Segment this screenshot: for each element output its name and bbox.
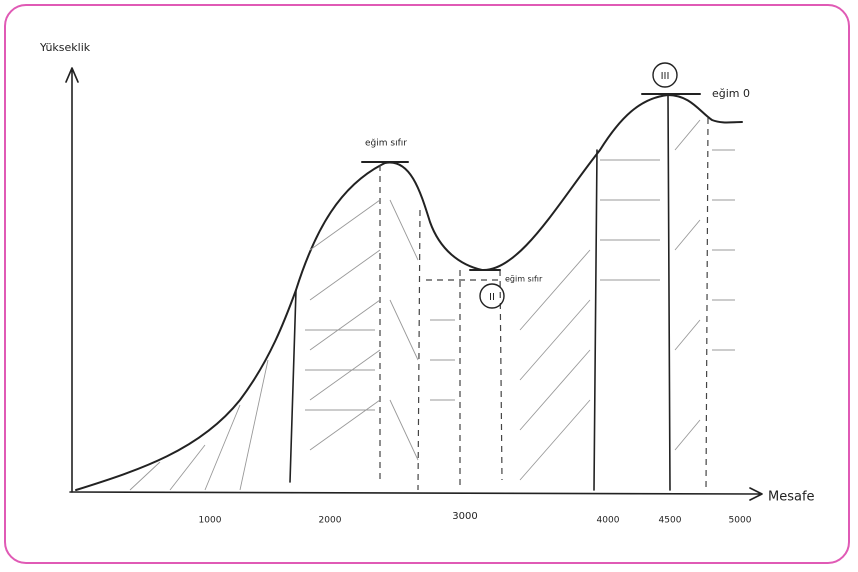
y-axis [66, 68, 78, 492]
x-axis [70, 488, 762, 500]
x-axis-label: Mesafe [768, 490, 815, 505]
annotation: eğim 0 [712, 87, 750, 100]
marker-label: III [661, 71, 670, 82]
x-tick-label: 5000 [729, 516, 752, 526]
tangent-lines [362, 94, 700, 270]
x-tick-label: 2000 [319, 516, 342, 526]
page: {"diagram": { "y_axis_label": "Yükseklik… [0, 0, 858, 572]
dashed-lines [380, 118, 708, 490]
x-tick-label: 4000 [597, 516, 620, 526]
marker-label: II [489, 292, 495, 303]
annotation: eğim sıfır [505, 275, 543, 284]
x-tick-label: 3000 [452, 511, 477, 522]
x-tick-label: 4500 [659, 516, 682, 526]
y-axis-label: Yükseklik [39, 41, 91, 54]
annotation: eğim sıfır [365, 139, 407, 149]
hatching [130, 120, 700, 490]
x-tick-label: 1000 [199, 516, 222, 526]
curve [76, 95, 742, 490]
sketch: Yükseklik Mesafe 1000 2000 3000 4000 450… [0, 0, 858, 572]
